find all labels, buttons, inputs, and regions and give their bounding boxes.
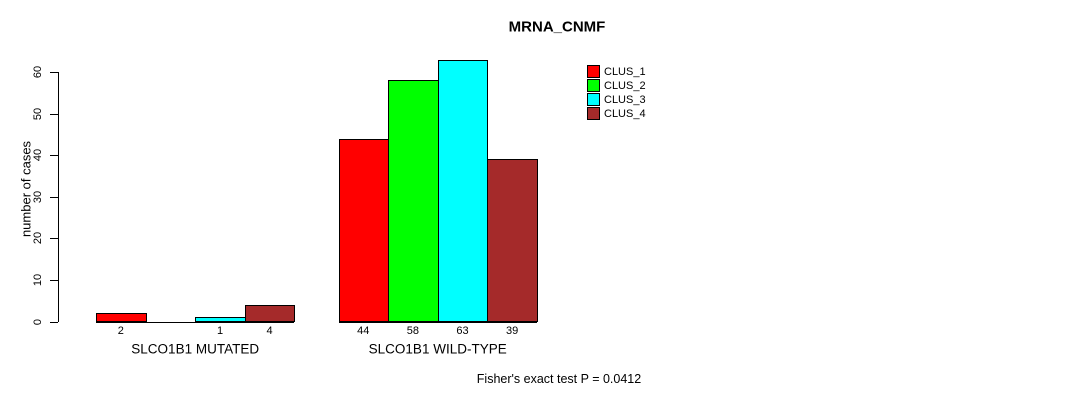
y-axis-tick-label: 40 <box>32 149 44 162</box>
bar-value-label: 58 <box>406 324 420 337</box>
y-axis-tick-label: 20 <box>32 232 44 245</box>
x-axis-group-label: SLCO1B1 MUTATED <box>131 341 260 357</box>
y-axis-tick-label: 60 <box>32 65 44 79</box>
legend-swatch-clus_2 <box>587 79 600 92</box>
bar-clus_3 <box>195 317 246 323</box>
legend-label-clus_2: CLUS_2 <box>604 79 646 92</box>
legend-swatch-clus_1 <box>587 65 600 78</box>
chart-title: MRNA_CNMF <box>508 18 606 36</box>
legend-swatch-clus_3 <box>587 93 600 106</box>
bar-value-label: 39 <box>505 324 519 337</box>
bar-value-label: 44 <box>357 324 370 337</box>
fisher-test-annotation: Fisher's exact test P = 0.0412 <box>476 372 642 386</box>
y-axis-tick <box>49 238 58 240</box>
y-axis-tick <box>49 113 58 115</box>
legend-label-clus_1: CLUS_1 <box>604 65 646 78</box>
y-axis-tick <box>49 196 58 198</box>
y-axis-tick <box>49 155 58 157</box>
y-axis-tick-label: 10 <box>32 273 44 287</box>
bar-clus_4 <box>487 159 538 323</box>
y-axis-tick <box>49 72 58 74</box>
legend-swatch-clus_4 <box>587 107 600 120</box>
bar-clus_1 <box>338 138 390 323</box>
legend-label-clus_4: CLUS_4 <box>604 107 646 120</box>
x-axis-group-label: SLCO1B1 WILD-TYPE <box>368 341 507 357</box>
bar-clus_4 <box>244 304 296 323</box>
bar-value-label: 1 <box>216 324 224 337</box>
legend-label-clus_3: CLUS_3 <box>604 93 646 106</box>
bar-value-label: 63 <box>456 324 469 337</box>
bar-value-label: 4 <box>266 324 273 337</box>
y-axis-tick-label: 0 <box>32 318 44 325</box>
bar-clus_2 <box>388 80 439 323</box>
y-axis-line <box>57 72 59 323</box>
y-axis-tick <box>49 279 58 281</box>
bar-clus_3 <box>437 59 489 323</box>
y-axis-tick <box>49 321 58 323</box>
y-axis-tick-label: 30 <box>32 190 44 203</box>
y-axis-tick-label: 50 <box>32 107 44 120</box>
bar-value-label: 2 <box>117 324 124 337</box>
bar-clus_1 <box>96 313 147 323</box>
bar-clus_2-zero <box>145 321 197 323</box>
